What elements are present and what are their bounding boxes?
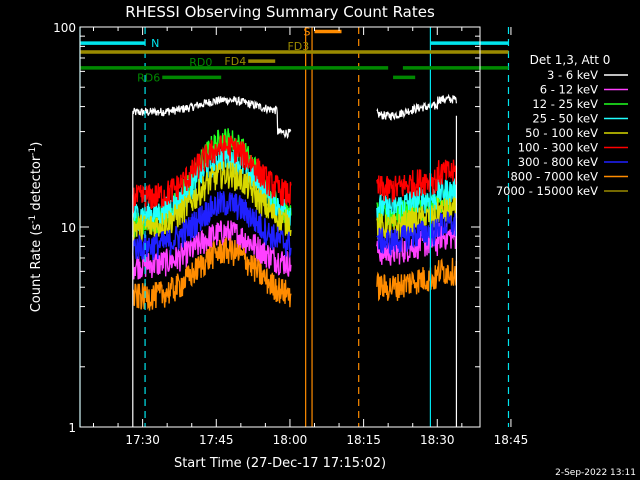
- y-axis-label-sup1: -1: [28, 215, 38, 224]
- legend-entry-label: 300 - 800 keV: [518, 155, 598, 169]
- y-axis-label-detector: detector: [29, 155, 44, 215]
- generation-timestamp: 2-Sep-2022 13:11: [555, 468, 636, 478]
- legend-header: Det 1,3, Att 0: [530, 53, 611, 67]
- legend-entry-label: 800 - 7000 keV: [510, 170, 598, 184]
- x-tick-label: 17:45: [199, 433, 234, 447]
- flag-label: RD0: [189, 56, 212, 69]
- series-line: [132, 237, 458, 311]
- y-axis-label-text: Count Rate (s: [29, 224, 44, 313]
- y-tick-label: 1: [68, 421, 76, 435]
- x-tick-label: 18:45: [494, 433, 529, 447]
- legend-entry-label: 6 - 12 keV: [540, 83, 598, 97]
- legend-entry-label: 50 - 100 keV: [525, 126, 598, 140]
- series-curves: [132, 93, 458, 427]
- legend-entry-label: 25 - 50 keV: [532, 112, 598, 126]
- legend-entry-label: 100 - 300 keV: [518, 141, 598, 155]
- y-axis-label-close: ): [29, 142, 44, 147]
- x-tick-label: 18:15: [346, 433, 381, 447]
- legend-entry-label: 7000 - 15000 keV: [496, 184, 598, 198]
- x-axis-label: Start Time (27-Dec-17 17:15:02): [174, 456, 386, 471]
- y-axis-label: Count Rate (s-1 detector-1): [28, 142, 44, 313]
- flag-label: FD3: [287, 40, 309, 53]
- flag-label: FD4: [224, 55, 246, 68]
- legend-entry-label: 12 - 25 keV: [532, 97, 598, 111]
- flag-bars: N S FD3 FD4 RD0 RD6: [80, 25, 509, 84]
- x-tick-label: 17:30: [125, 433, 160, 447]
- flag-label: RD6: [137, 71, 160, 84]
- chart-title: RHESSI Observing Summary Count Rates: [125, 3, 435, 21]
- axes: 17:30 17:45 18:00 18:15 18:30 18:45 1 10 100: [53, 21, 528, 447]
- series-line: [132, 93, 457, 140]
- series-line: [132, 134, 458, 213]
- y-tick-label: 10: [61, 221, 76, 235]
- flag-label: N: [151, 37, 159, 50]
- legend-entry-label: 3 - 6 keV: [547, 68, 598, 82]
- x-tick-label: 18:30: [420, 433, 455, 447]
- y-tick-label: 100: [53, 21, 76, 35]
- series-line: [132, 161, 458, 242]
- flag-label: S: [304, 25, 311, 38]
- series-line: [132, 191, 458, 261]
- y-axis-label-sup2: -1: [28, 147, 38, 156]
- x-tick-label: 18:00: [273, 433, 308, 447]
